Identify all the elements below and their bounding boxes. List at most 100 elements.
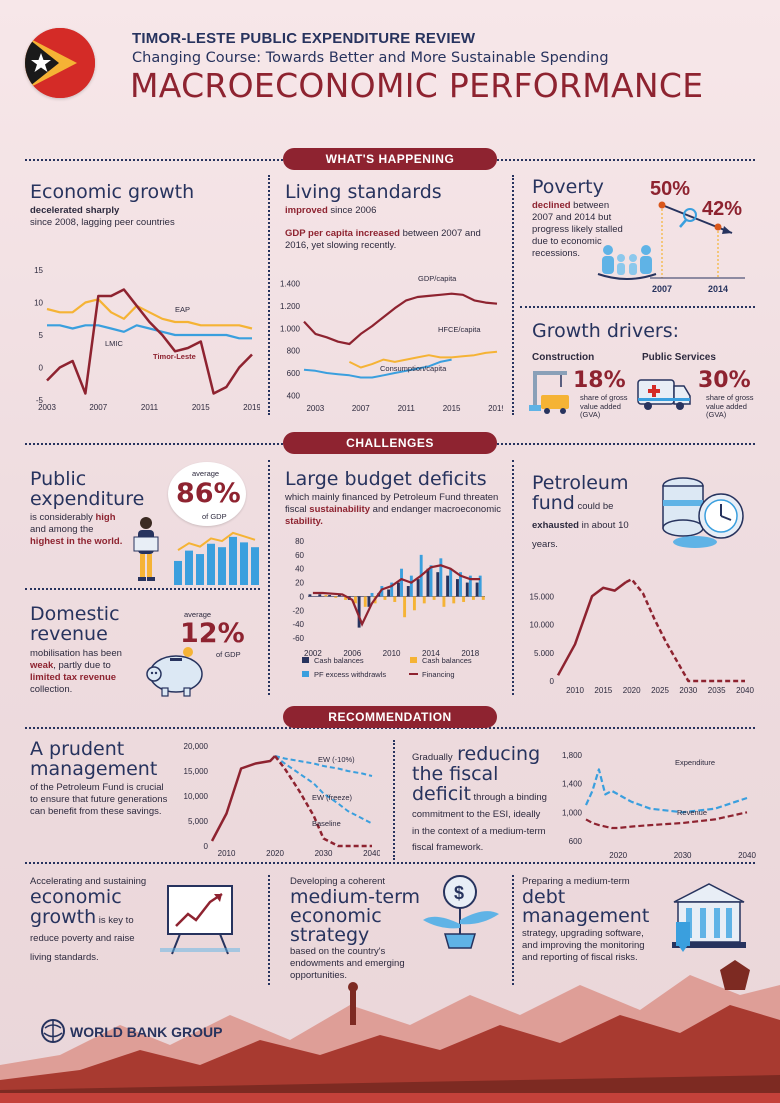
pubexp-t3: and among the [30, 523, 94, 535]
y-tick-label: 10,000 [184, 792, 209, 801]
y-tick-label: 80 [295, 537, 304, 546]
y-tick-label: 5.000 [534, 649, 555, 658]
petro-t2: exhausted [532, 520, 579, 532]
main-title: MACROECONOMIC PERFORMANCE [130, 66, 704, 105]
bar [387, 589, 391, 597]
header-title: TIMOR-LESTE PUBLIC EXPENDITURE REVIEW [132, 30, 476, 47]
x-tick-label: 2003 [306, 404, 324, 413]
bar [422, 596, 426, 604]
money-plant-icon: $ [415, 872, 505, 957]
divider [512, 175, 514, 415]
bar [328, 595, 332, 597]
series-label: EW (freeze) [312, 793, 353, 802]
poverty-year-2014: 2014 [708, 284, 728, 294]
bar [318, 594, 322, 597]
svg-text:$: $ [454, 883, 464, 903]
world-bank-logo-icon [40, 1018, 66, 1049]
legend-swatch [302, 657, 309, 663]
living-body: GDP per capita increased between 2007 an… [285, 228, 500, 252]
strategy-lead: Developing a coherent [290, 876, 386, 887]
series-line-hfce-capita [348, 350, 498, 369]
poverty-chart: 50% 42% 2007 2014 [650, 178, 745, 294]
y-tick-label: 600 [287, 369, 301, 378]
pubexp-chart [174, 531, 259, 585]
fiscal-title-2: the fiscal [412, 762, 499, 785]
poverty-year-2007: 2007 [652, 284, 672, 294]
y-tick-label: 600 [569, 837, 583, 846]
deficit-t3: and endanger macroeconomic [370, 503, 501, 515]
x-tick-label: 2011 [141, 403, 159, 412]
series-line-lmic [47, 324, 252, 340]
poverty-value-2014: 42% [702, 198, 742, 220]
fiscal-rest: through a binding commitment to the ESI,… [412, 791, 547, 854]
construction-label: Construction [532, 352, 595, 363]
x-tick-label: 2015 [443, 404, 461, 413]
legend-label: PF excess withdrawls [314, 670, 386, 679]
y-tick-label: 40 [295, 565, 304, 574]
pubexp-value: 86% [176, 478, 241, 509]
y-tick-label: 1,800 [562, 751, 583, 760]
bar [429, 565, 433, 597]
living-chart: 1.400 1.200 1.000 800 600 400 2003 2007 2011 2015… [280, 274, 503, 413]
divider [512, 460, 514, 695]
strategy-title-3: strategy [290, 924, 370, 946]
series-label: Revenue [677, 808, 707, 817]
x-tick-label: 2015 [594, 686, 612, 695]
bar [436, 572, 440, 597]
bar [406, 586, 410, 597]
x-tick-label: 2040 [736, 686, 754, 695]
divider [25, 862, 755, 864]
y-tick-label: 0 [204, 842, 209, 851]
living-body-lead: GDP per capita increased [285, 228, 400, 239]
bar [218, 547, 226, 585]
strategy-title-2: economic [290, 905, 382, 927]
bar [416, 579, 420, 597]
public-services-label: Public Services [642, 352, 716, 363]
x-tick-label: 2020 [266, 849, 284, 858]
divider [512, 875, 514, 985]
pubexp-body: is considerably high and among the highe… [30, 512, 125, 548]
series-line-eap [46, 298, 253, 330]
bar [357, 596, 361, 628]
x-tick-label: 2007 [352, 404, 370, 413]
petro-t1: could be [574, 501, 614, 512]
pubexp-t4: highest in the world. [30, 535, 123, 547]
strategy-rest: based on the country's endowments and em… [290, 946, 405, 981]
deficit-title: Large budget deficits [285, 468, 487, 490]
series-label: Baseline [312, 819, 341, 828]
footer-org: WORLD BANK GROUP [70, 1024, 223, 1040]
bar [196, 554, 204, 585]
accel-rest: is key to reduce poverty and raise livin… [30, 915, 135, 963]
drivers-title: Growth drivers: [532, 320, 680, 342]
construction-value: 18% [573, 368, 626, 393]
petro-title-2: fund [532, 492, 575, 514]
bar [471, 596, 475, 600]
y-tick-label: 60 [295, 551, 304, 560]
pubexp-t2: high [95, 512, 116, 523]
bar [338, 595, 341, 597]
living-body-rest: between 2007 and 2016, yet slowing recen… [285, 228, 481, 251]
domestic-title-1: Domestic [30, 603, 120, 625]
accel-title-1: economic [30, 886, 122, 908]
series-label: Timor-Leste [153, 352, 196, 361]
bar [185, 550, 193, 585]
bar [400, 568, 403, 597]
bar [308, 594, 312, 597]
x-tick-label: 2020 [609, 851, 627, 860]
series-line-financing [312, 564, 481, 627]
x-tick-label: 2015 [192, 403, 210, 412]
series-label: HFCE/capita [438, 325, 481, 334]
petro-body: fund could be exhausted in about 10 year… [532, 492, 647, 553]
growth-board-icon [160, 878, 240, 963]
series-line-actual [210, 755, 276, 842]
y-tick-label: -5 [36, 396, 44, 405]
domestic-t4: limited tax revenue [30, 671, 117, 683]
x-tick-label: 2030 [674, 851, 692, 860]
bank-building-icon [664, 872, 754, 962]
bar [174, 560, 182, 585]
series-line-projected [625, 578, 745, 683]
y-tick-label: 400 [287, 391, 301, 400]
series-line-gdp-capita [303, 292, 498, 346]
y-tick-label: 800 [287, 347, 301, 356]
